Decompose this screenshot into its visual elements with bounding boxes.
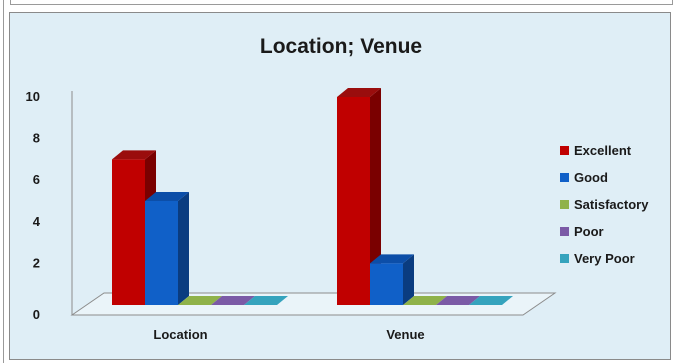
left-frame-edge <box>0 0 4 363</box>
legend-label: Excellent <box>574 143 632 158</box>
bar <box>145 192 189 305</box>
bar-front <box>370 263 403 305</box>
bar-flat <box>436 296 480 305</box>
legend-label: Good <box>574 170 608 185</box>
y-tick-label: 0 <box>33 307 40 322</box>
x-category-label: Location <box>153 327 207 342</box>
top-frame-edge <box>10 0 673 5</box>
bar <box>244 296 288 305</box>
y-tick-label: 8 <box>33 131 40 146</box>
bar-flat <box>403 296 447 305</box>
x-category-label: Venue <box>386 327 424 342</box>
x-axis-labels: Location Venue <box>153 327 424 342</box>
bar <box>469 296 513 305</box>
bar-top <box>112 150 156 160</box>
legend: Excellent Good Satisfactory Poor Very Poor <box>560 143 649 266</box>
bar-side <box>403 254 414 305</box>
chart-title: Location; Venue <box>260 35 422 58</box>
bar-top <box>370 254 414 264</box>
bar-front <box>112 159 145 305</box>
legend-label: Poor <box>574 224 604 239</box>
bar-flat <box>178 296 222 305</box>
bar-top <box>337 88 381 97</box>
bar <box>337 88 381 305</box>
bar <box>436 296 480 305</box>
legend-label: Very Poor <box>574 251 635 266</box>
bar <box>370 254 414 305</box>
legend-label: Satisfactory <box>574 197 649 212</box>
y-tick-label: 2 <box>33 255 40 270</box>
y-tick-label: 10 <box>26 89 40 104</box>
legend-swatch <box>560 200 569 209</box>
bar-flat <box>469 296 513 305</box>
bar-front <box>145 201 178 305</box>
legend-swatch <box>560 254 569 263</box>
bar-front <box>337 97 370 305</box>
legend-swatch <box>560 173 569 182</box>
bars-group <box>112 88 513 305</box>
y-tick-label: 4 <box>33 214 41 229</box>
chart-area: Location; Venue 0 2 4 6 8 10 Location Venue Ex… <box>9 12 671 360</box>
bar-flat <box>244 296 288 305</box>
legend-swatch <box>560 227 569 236</box>
bar-side <box>178 192 189 305</box>
chart-svg: Location; Venue 0 2 4 6 8 10 Location Venue Ex… <box>26 35 650 342</box>
bar <box>178 296 222 305</box>
legend-swatch <box>560 146 569 155</box>
y-axis: 0 2 4 6 8 10 <box>26 89 73 322</box>
bar <box>403 296 447 305</box>
bar-flat <box>211 296 255 305</box>
bar-top <box>145 192 189 201</box>
bar-side <box>370 88 381 305</box>
y-tick-label: 6 <box>33 172 40 187</box>
bar <box>211 296 255 305</box>
